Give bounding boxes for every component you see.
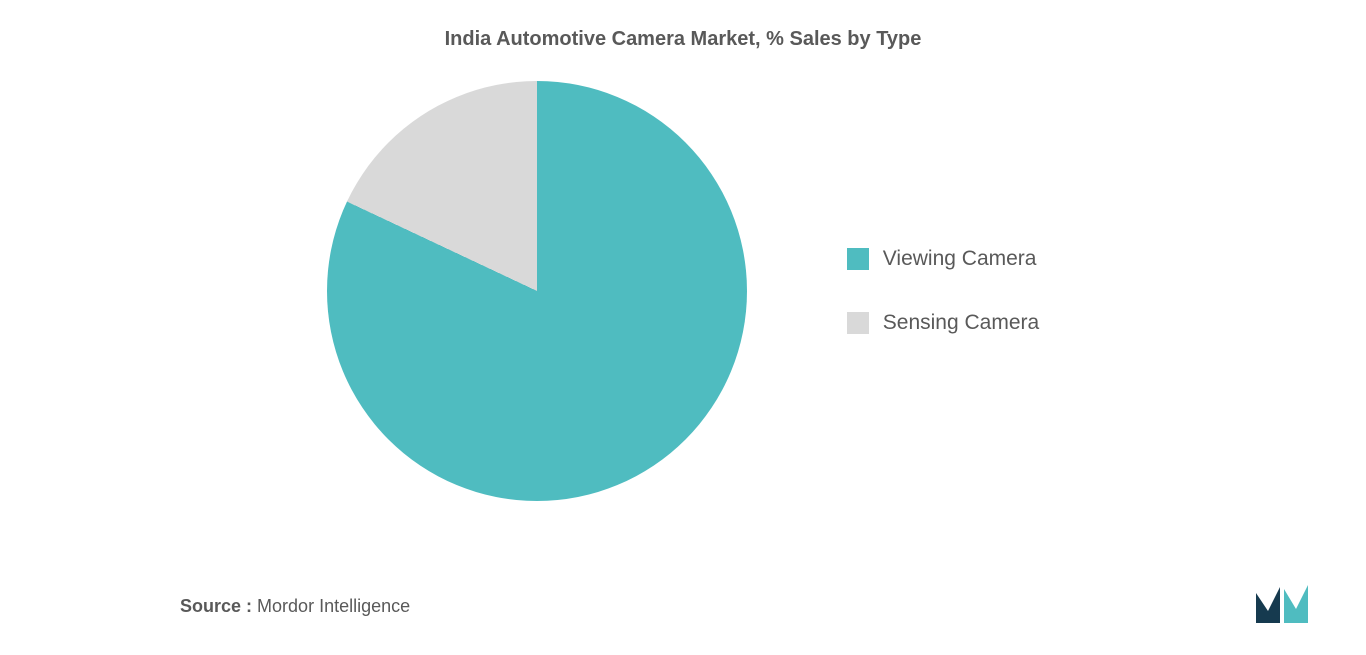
legend-label: Sensing Camera	[883, 311, 1039, 335]
legend-swatch-icon	[847, 312, 869, 334]
legend-swatch-icon	[847, 248, 869, 270]
mordor-logo-icon	[1254, 583, 1316, 625]
pie-chart-wrapper	[327, 81, 747, 501]
chart-title: India Automotive Camera Market, % Sales …	[0, 0, 1366, 51]
chart-container: India Automotive Camera Market, % Sales …	[0, 0, 1366, 655]
legend-label: Viewing Camera	[883, 247, 1037, 271]
legend-item: Sensing Camera	[847, 311, 1039, 335]
pie-chart	[327, 81, 747, 501]
source-attribution: Source : Mordor Intelligence	[180, 596, 410, 617]
legend: Viewing Camera Sensing Camera	[847, 247, 1039, 335]
chart-body: Viewing Camera Sensing Camera	[0, 81, 1366, 501]
source-text: Mordor Intelligence	[257, 596, 410, 616]
source-prefix: Source :	[180, 596, 252, 616]
legend-item: Viewing Camera	[847, 247, 1039, 271]
